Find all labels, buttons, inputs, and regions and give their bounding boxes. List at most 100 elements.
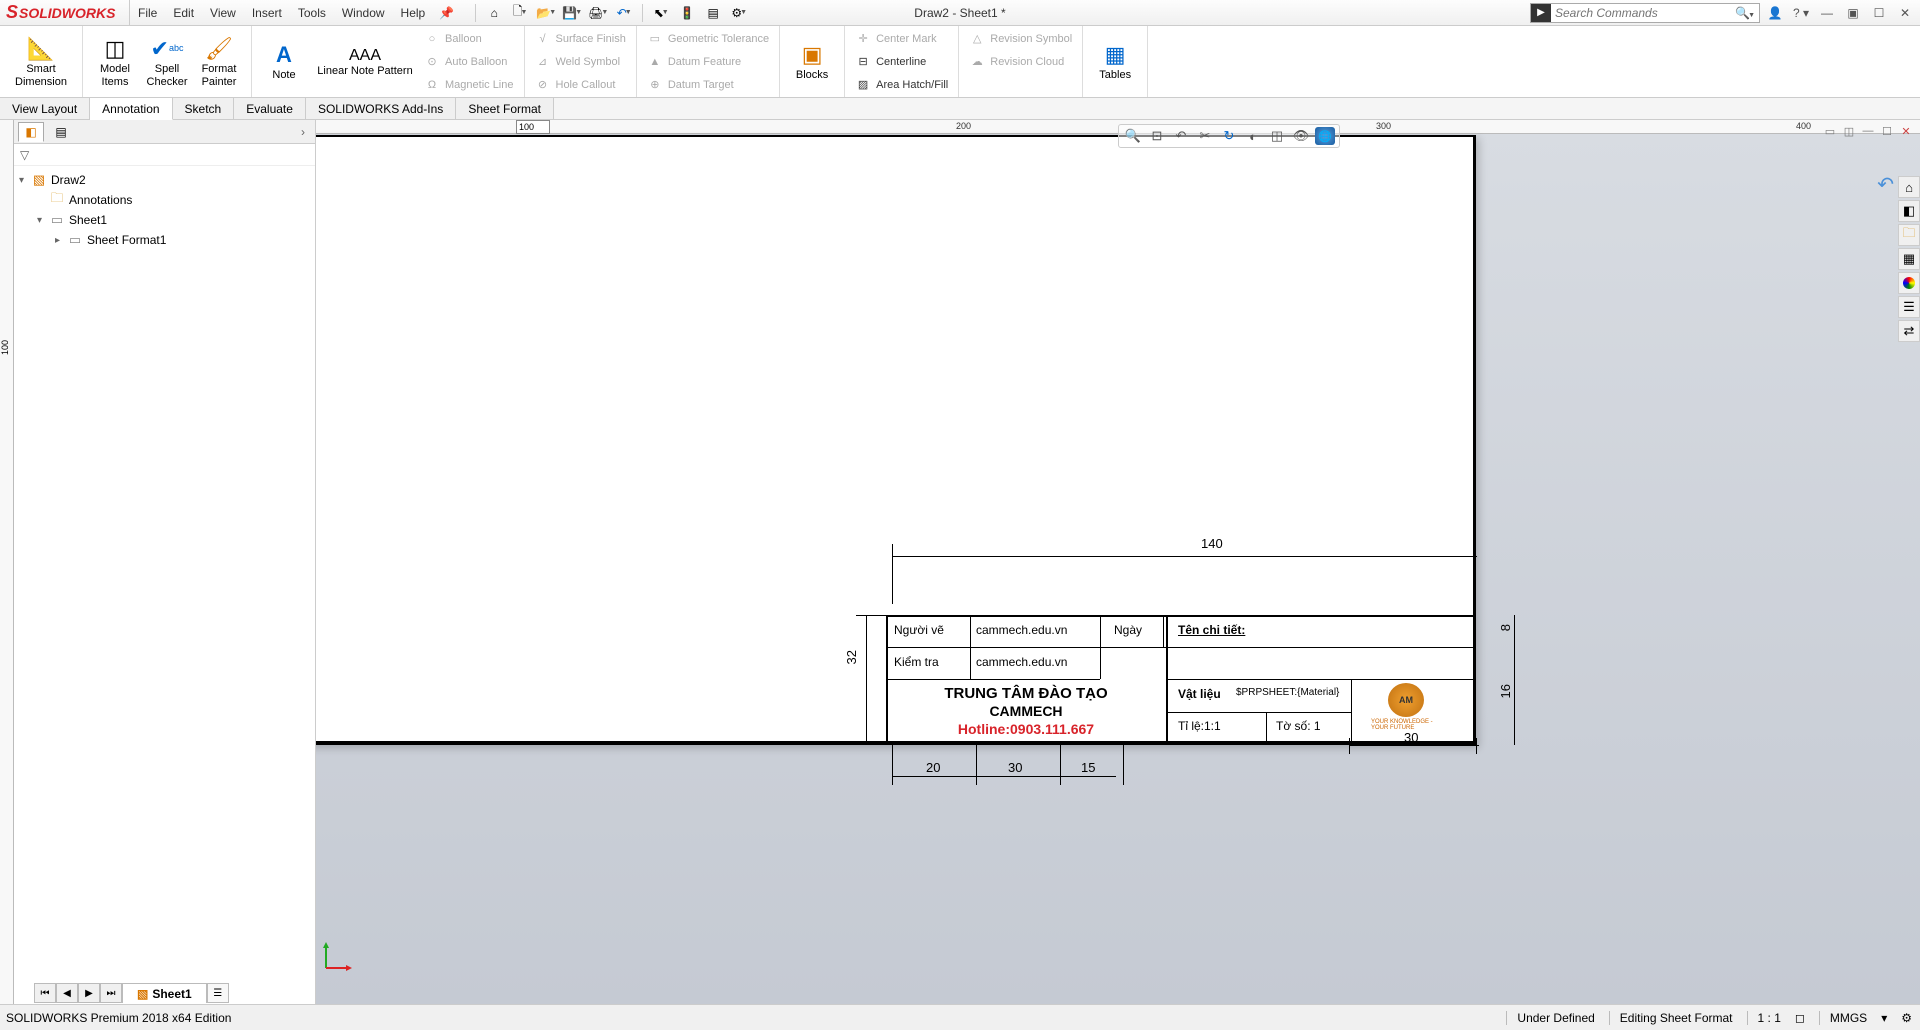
back-arrow-icon[interactable]: ↶ [1877, 172, 1894, 197]
weld-symbol-button[interactable]: ⊿Weld Symbol [535, 51, 626, 72]
select-icon[interactable]: ⬉▼ [650, 2, 672, 24]
datum-target-button[interactable]: ⊕Datum Target [647, 74, 769, 95]
rotate-icon[interactable]: ↻ [1219, 127, 1239, 145]
search-run-icon[interactable]: ▶ [1531, 4, 1551, 22]
menu-view[interactable]: View [202, 0, 244, 26]
zoom-area-icon[interactable]: ⊡ [1147, 127, 1167, 145]
linear-note-button[interactable]: AAA Linear Note Pattern [310, 28, 420, 96]
scene-icon[interactable]: 🌐 [1315, 127, 1335, 145]
file-explorer-icon[interactable]: 🗀 [1898, 224, 1920, 246]
auto-balloon-button[interactable]: ⊙Auto Balloon [424, 51, 514, 72]
home-icon[interactable]: ⌂ [483, 2, 505, 24]
datum-feature-button[interactable]: ▲Datum Feature [647, 51, 769, 72]
pin-icon[interactable]: 📌 [439, 6, 454, 20]
tab-addins[interactable]: SOLIDWORKS Add-Ins [306, 98, 456, 119]
vp-close-icon[interactable]: ✕ [1898, 124, 1914, 138]
dim-32[interactable]: 32 [844, 650, 859, 664]
last-sheet-icon[interactable]: ⏭ [100, 983, 122, 1003]
status-dropdown-icon[interactable]: ▾ [1881, 1011, 1887, 1025]
tree-annotations[interactable]: 🗀 Annotations [16, 190, 313, 210]
note-button[interactable]: A Note [258, 28, 310, 96]
vp-min-icon[interactable]: — [1860, 124, 1876, 138]
options-icon[interactable]: ▤ [702, 2, 724, 24]
open-icon[interactable]: 📂▼ [535, 2, 557, 24]
tab-annotation[interactable]: Annotation [90, 98, 172, 120]
collapse-icon[interactable]: ▾ [34, 215, 45, 226]
menu-help[interactable]: Help [393, 0, 434, 26]
surface-finish-button[interactable]: √Surface Finish [535, 28, 626, 49]
status-gear-icon[interactable]: ⚙ [1901, 1011, 1912, 1025]
area-hatch-button[interactable]: ▨Area Hatch/Fill [855, 74, 948, 95]
tree-root[interactable]: ▾ ▧ Draw2 [16, 170, 313, 190]
search-icon[interactable]: 🔍▼ [1731, 6, 1759, 20]
appearance-icon[interactable]: 👁 [1291, 127, 1311, 145]
magnetic-line-button[interactable]: ΩMagnetic Line [424, 74, 514, 95]
maximize-icon[interactable]: ☐ [1868, 3, 1890, 23]
display-tab-icon[interactable]: ▤ [48, 122, 74, 142]
format-painter-button[interactable]: 🖌 Format Painter [193, 28, 245, 96]
minimize-icon[interactable]: — [1816, 3, 1838, 23]
search-input[interactable] [1551, 6, 1731, 20]
ruler-position-input[interactable] [516, 120, 550, 134]
centerline-button[interactable]: ⊟Centerline [855, 51, 948, 72]
vp-split-icon[interactable]: ◫ [1841, 124, 1857, 138]
save-icon[interactable]: 💾▼ [561, 2, 583, 24]
section-icon[interactable]: ✂ [1195, 127, 1215, 145]
hole-callout-button[interactable]: ⊘Hole Callout [535, 74, 626, 95]
tab-sheet-format[interactable]: Sheet Format [456, 98, 554, 119]
dim-8[interactable]: 8 [1498, 624, 1513, 631]
appearances-icon[interactable] [1898, 272, 1920, 294]
expand-icon[interactable]: ▸ [52, 235, 63, 246]
dim-16[interactable]: 16 [1498, 684, 1513, 698]
blocks-button[interactable]: ▣ Blocks [786, 28, 838, 96]
print-icon[interactable]: 🖨▼ [587, 2, 609, 24]
vp-layout-icon[interactable]: ▭ [1822, 124, 1838, 138]
model-items-button[interactable]: ◫ Model Items [89, 28, 141, 96]
drawing-sheet[interactable]: Người vẽ cammech.edu.vn Ngày Tên chi tiế… [316, 135, 1476, 745]
first-sheet-icon[interactable]: ⏮ [34, 983, 56, 1003]
design-lib-icon[interactable]: ◧ [1898, 200, 1920, 222]
zoom-fit-icon[interactable]: 🔍 [1123, 127, 1143, 145]
collapse-icon[interactable]: ▾ [16, 175, 27, 186]
status-scale[interactable]: 1 : 1 [1747, 1011, 1781, 1025]
user-icon[interactable]: 👤 [1764, 3, 1786, 23]
vp-max-icon[interactable]: ☐ [1879, 124, 1895, 138]
menu-file[interactable]: File [130, 0, 165, 26]
hide-show-icon[interactable]: ◫ [1267, 127, 1287, 145]
chevron-right-icon[interactable]: › [301, 125, 311, 139]
status-units[interactable]: MMGS [1819, 1011, 1867, 1025]
center-mark-button[interactable]: ✛Center Mark [855, 28, 948, 49]
dim-30a[interactable]: 30 [1008, 760, 1022, 775]
custom-props-icon[interactable]: ☰ [1898, 296, 1920, 318]
sheet-tab[interactable]: ▧ Sheet1 [122, 983, 207, 1003]
settings-icon[interactable]: ⚙▼ [728, 2, 750, 24]
undo-icon[interactable]: ↶▼ [613, 2, 635, 24]
tab-sketch[interactable]: Sketch [173, 98, 235, 119]
status-lock-icon[interactable]: ◻ [1795, 1011, 1805, 1025]
dim-30b[interactable]: 30 [1404, 730, 1418, 745]
prev-view-icon[interactable]: ↶ [1171, 127, 1191, 145]
tab-view-layout[interactable]: View Layout [0, 98, 90, 119]
menu-insert[interactable]: Insert [244, 0, 290, 26]
close-icon[interactable]: ✕ [1894, 3, 1916, 23]
tab-evaluate[interactable]: Evaluate [234, 98, 306, 119]
menu-window[interactable]: Window [334, 0, 393, 26]
restore-icon[interactable]: ▣ [1842, 3, 1864, 23]
menu-edit[interactable]: Edit [165, 0, 202, 26]
search-commands[interactable]: ▶ 🔍▼ [1530, 3, 1760, 23]
drawing-canvas[interactable]: 200 300 400 [316, 120, 1920, 1004]
revision-cloud-button[interactable]: ☁Revision Cloud [969, 51, 1072, 72]
dim-140[interactable]: 140 [1201, 536, 1223, 551]
dim-20[interactable]: 20 [926, 760, 940, 775]
forum-icon[interactable]: ⇄ [1898, 320, 1920, 342]
dim-15[interactable]: 15 [1081, 760, 1095, 775]
tree-sheet[interactable]: ▾ ▭ Sheet1 [16, 210, 313, 230]
home-pane-icon[interactable]: ⌂ [1898, 176, 1920, 198]
new-icon[interactable]: 🗋▼ [509, 2, 531, 24]
tree-sheet-format[interactable]: ▸ ▭ Sheet Format1 [16, 230, 313, 250]
smart-dimension-button[interactable]: 📐 Smart Dimension [6, 28, 76, 96]
rebuild-icon[interactable]: 🚦 [676, 2, 698, 24]
spell-checker-button[interactable]: ✔abc Spell Checker [141, 28, 193, 96]
filter-bar[interactable]: ▽ [14, 144, 315, 166]
next-sheet-icon[interactable]: ▶ [78, 983, 100, 1003]
